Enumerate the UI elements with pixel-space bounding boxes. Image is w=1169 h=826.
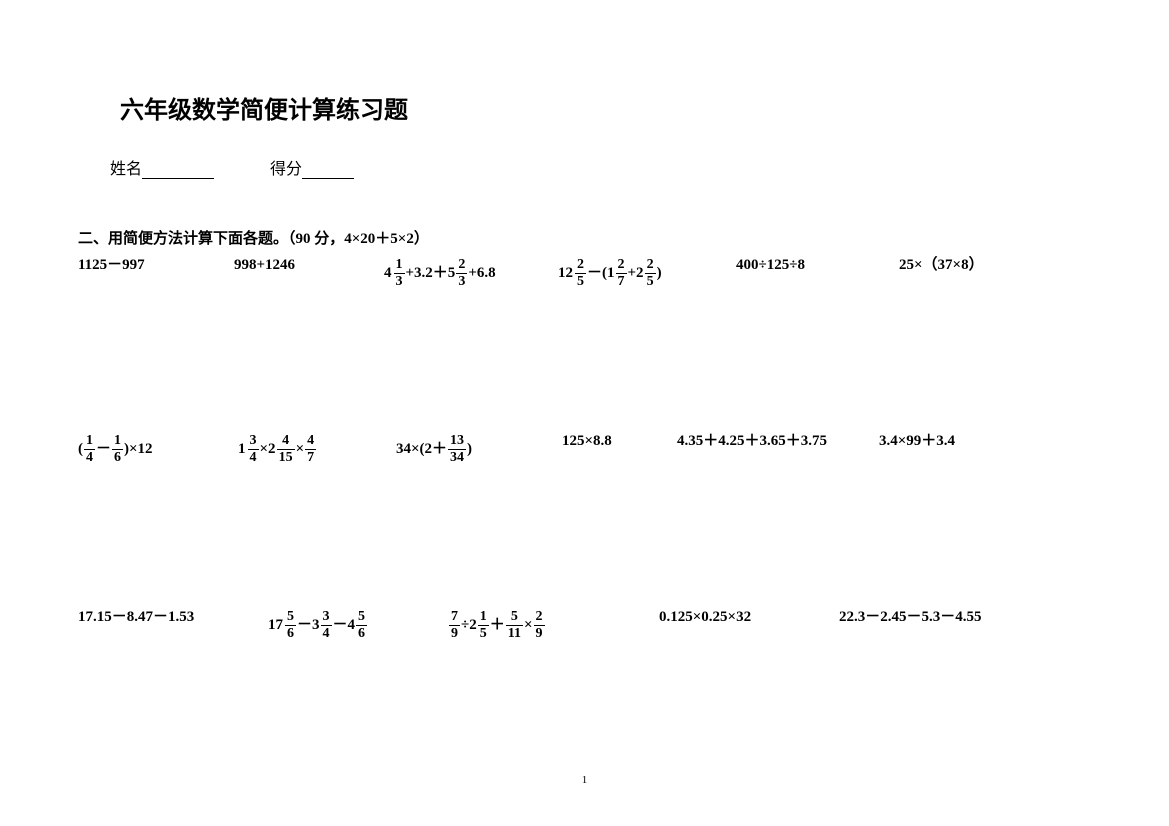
expr-text: －(1 (587, 266, 615, 281)
expr-text: ) (467, 442, 472, 457)
expr-text: －3 (297, 618, 320, 633)
frac-den: 5 (645, 273, 656, 289)
frac-num: 1 (112, 434, 123, 449)
frac-num: 5 (356, 610, 367, 625)
expr-text: +2 (628, 266, 644, 281)
expr-text: ×2 (260, 442, 276, 457)
frac-num: 2 (575, 258, 586, 273)
expr-text: 3.4×99＋3.4 (879, 434, 955, 449)
frac-num: 2 (456, 258, 467, 273)
frac-num: 13 (448, 434, 466, 449)
expr-text: ) (657, 266, 662, 281)
problem-r3c4: 0.125×0.25×32 (659, 610, 839, 625)
frac-num: 2 (616, 258, 627, 273)
problem-r2c5: 4.35＋4.25＋3.65＋3.75 (677, 434, 879, 449)
expr-text: 25×（37×8） (899, 258, 984, 273)
section-header: 二、用简便方法计算下面各题。（90 分，4×20＋5×2） (78, 227, 1091, 248)
frac-den: 34 (448, 449, 466, 465)
frac-num: 2 (534, 610, 545, 625)
expr-text: －4 (333, 618, 356, 633)
name-label: 姓名 (110, 161, 142, 178)
mixed-whole: 12 (558, 266, 573, 281)
page-container: 六年级数学简便计算练习题 姓名 得分 二、用简便方法计算下面各题。（90 分，4… (0, 0, 1169, 826)
score-label: 得分 (270, 161, 302, 178)
expr-text: 17.15－8.47－1.53 (78, 610, 194, 625)
expr-text: 1125－997 (78, 258, 145, 273)
frac-den: 4 (321, 625, 332, 641)
problem-r1c3: 413+3.2＋523+6.8 (384, 258, 558, 289)
frac-den: 6 (356, 625, 367, 641)
frac-den: 7 (305, 449, 316, 465)
expr-text: 400÷125÷8 (736, 258, 805, 273)
problem-row-3: 17.15－8.47－1.53 1756－334－456 79÷215＋511×… (78, 610, 1091, 641)
expr-text: 125×8.8 (562, 434, 612, 449)
problem-r2c6: 3.4×99＋3.4 (879, 434, 955, 449)
frac-den: 9 (534, 625, 545, 641)
expr-text: +3.2＋5 (406, 266, 456, 281)
problem-r2c3: 34×(2＋1334) (396, 434, 562, 465)
expr-text: 4.35＋4.25＋3.65＋3.75 (677, 434, 827, 449)
problem-r1c1: 1125－997 (78, 258, 234, 273)
problem-r3c5: 22.3－2.45－5.3－4.55 (839, 610, 982, 625)
expr-text: )×12 (124, 442, 153, 457)
frac-den: 3 (394, 273, 405, 289)
page-number: 1 (582, 774, 588, 786)
frac-num: 4 (280, 434, 291, 449)
frac-den: 5 (575, 273, 586, 289)
problem-r2c4: 125×8.8 (562, 434, 677, 449)
expr-text: ＋ (490, 618, 505, 633)
problem-row-2: (14－16)×12 134×2415×47 34×(2＋1334) 125×8… (78, 434, 1091, 465)
expr-text: × (524, 618, 533, 633)
problem-row-1: 1125－997 998+1246 413+3.2＋523+6.8 1225－(… (78, 258, 1091, 289)
frac-num: 4 (305, 434, 316, 449)
frac-den: 6 (285, 625, 296, 641)
problem-r1c5: 400÷125÷8 (736, 258, 899, 273)
frac-num: 2 (645, 258, 656, 273)
expr-text: 34×(2＋ (396, 442, 447, 457)
mixed-whole: 4 (384, 266, 392, 281)
frac-num: 3 (321, 610, 332, 625)
expr-text: － (96, 442, 111, 457)
name-blank (142, 161, 214, 179)
name-score-row: 姓名 得分 (110, 155, 1091, 179)
frac-num: 1 (478, 610, 489, 625)
frac-den: 6 (112, 449, 123, 465)
expr-text: ( (78, 442, 83, 457)
frac-num: 3 (248, 434, 259, 449)
frac-den: 11 (506, 625, 523, 641)
expr-text: 998+1246 (234, 258, 295, 273)
page-title: 六年级数学简便计算练习题 (120, 90, 1091, 125)
frac-num: 5 (509, 610, 520, 625)
problem-r1c6: 25×（37×8） (899, 258, 984, 273)
problem-r3c1: 17.15－8.47－1.53 (78, 610, 268, 625)
expr-text: 0.125×0.25×32 (659, 610, 751, 625)
frac-den: 9 (449, 625, 460, 641)
frac-den: 4 (248, 449, 259, 465)
frac-den: 4 (84, 449, 95, 465)
expr-text: 22.3－2.45－5.3－4.55 (839, 610, 982, 625)
expr-text: × (296, 442, 305, 457)
problem-r1c2: 998+1246 (234, 258, 384, 273)
frac-num: 5 (285, 610, 296, 625)
problem-r3c3: 79÷215＋511×29 (448, 610, 659, 641)
frac-num: 7 (449, 610, 460, 625)
frac-den: 3 (456, 273, 467, 289)
expr-text: +6.8 (468, 266, 495, 281)
score-blank (302, 161, 354, 179)
mixed-whole: 17 (268, 618, 283, 633)
problem-r1c4: 1225－(127+225) (558, 258, 736, 289)
problem-r3c2: 1756－334－456 (268, 610, 448, 641)
mixed-whole: 1 (238, 442, 246, 457)
problem-r2c1: (14－16)×12 (78, 434, 238, 465)
problem-r2c2: 134×2415×47 (238, 434, 396, 465)
frac-num: 1 (84, 434, 95, 449)
frac-den: 15 (277, 449, 295, 465)
frac-den: 5 (478, 625, 489, 641)
frac-num: 1 (394, 258, 405, 273)
expr-text: ÷2 (461, 618, 477, 633)
frac-den: 7 (616, 273, 627, 289)
